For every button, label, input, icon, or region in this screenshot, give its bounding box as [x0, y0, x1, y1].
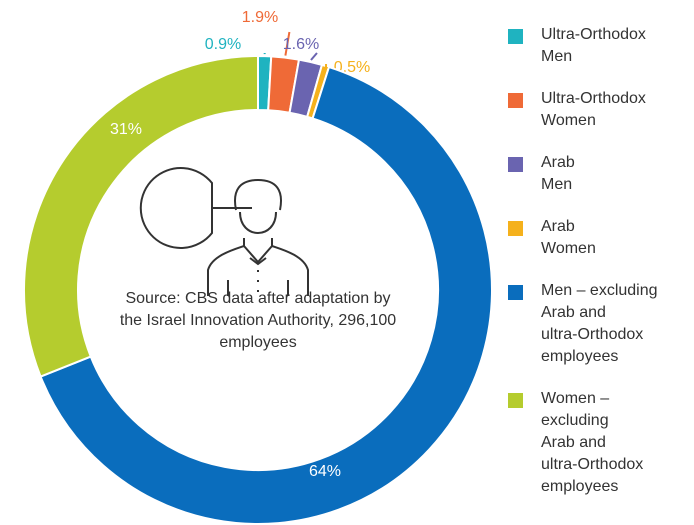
legend-item: Arab Men [508, 152, 694, 196]
legend-swatch [508, 157, 523, 172]
slices: 0.9%1.9%1.6%0.5%64%31% [23, 9, 493, 525]
icon [139, 167, 309, 296]
data-label: 0.9% [205, 36, 241, 53]
legend-item: Arab Women [508, 216, 694, 260]
legend-swatch [508, 29, 523, 44]
data-label: 1.9% [242, 9, 278, 26]
legend-label: Women – excluding Arab and ultra-Orthodo… [541, 390, 644, 495]
legend-item: Men – excluding Arab and ultra-Orthodox … [508, 280, 694, 368]
legend-swatch [508, 285, 523, 300]
slice [39, 65, 493, 525]
legend-swatch [508, 221, 523, 236]
legend: Ultra-Orthodox Men Ultra-Orthodox Women Ar… [508, 24, 694, 518]
data-label: 31% [110, 121, 142, 138]
slice [23, 54, 259, 378]
legend-item: Ultra-Orthodox Women [508, 88, 694, 132]
legend-swatch [508, 93, 523, 108]
legend-label: Ultra-Orthodox Women [541, 90, 646, 129]
leader-line [284, 31, 291, 56]
legend-label: Arab Women [541, 218, 596, 257]
data-label: 64% [309, 463, 341, 480]
source-note: Source: CBS data after adaptation by the… [119, 290, 397, 351]
legend-label: Arab Men [541, 154, 575, 193]
legend-item: Ultra-Orthodox Men [508, 24, 694, 68]
leader-line [310, 52, 318, 61]
legend-label: Ultra-Orthodox Men [541, 26, 646, 65]
data-label: 1.6% [283, 36, 319, 53]
legend-label: Men – excluding Arab and ultra-Orthodox … [541, 282, 658, 365]
legend-swatch [508, 393, 523, 408]
legend-item: Women – excluding Arab and ultra-Orthodo… [508, 388, 694, 498]
